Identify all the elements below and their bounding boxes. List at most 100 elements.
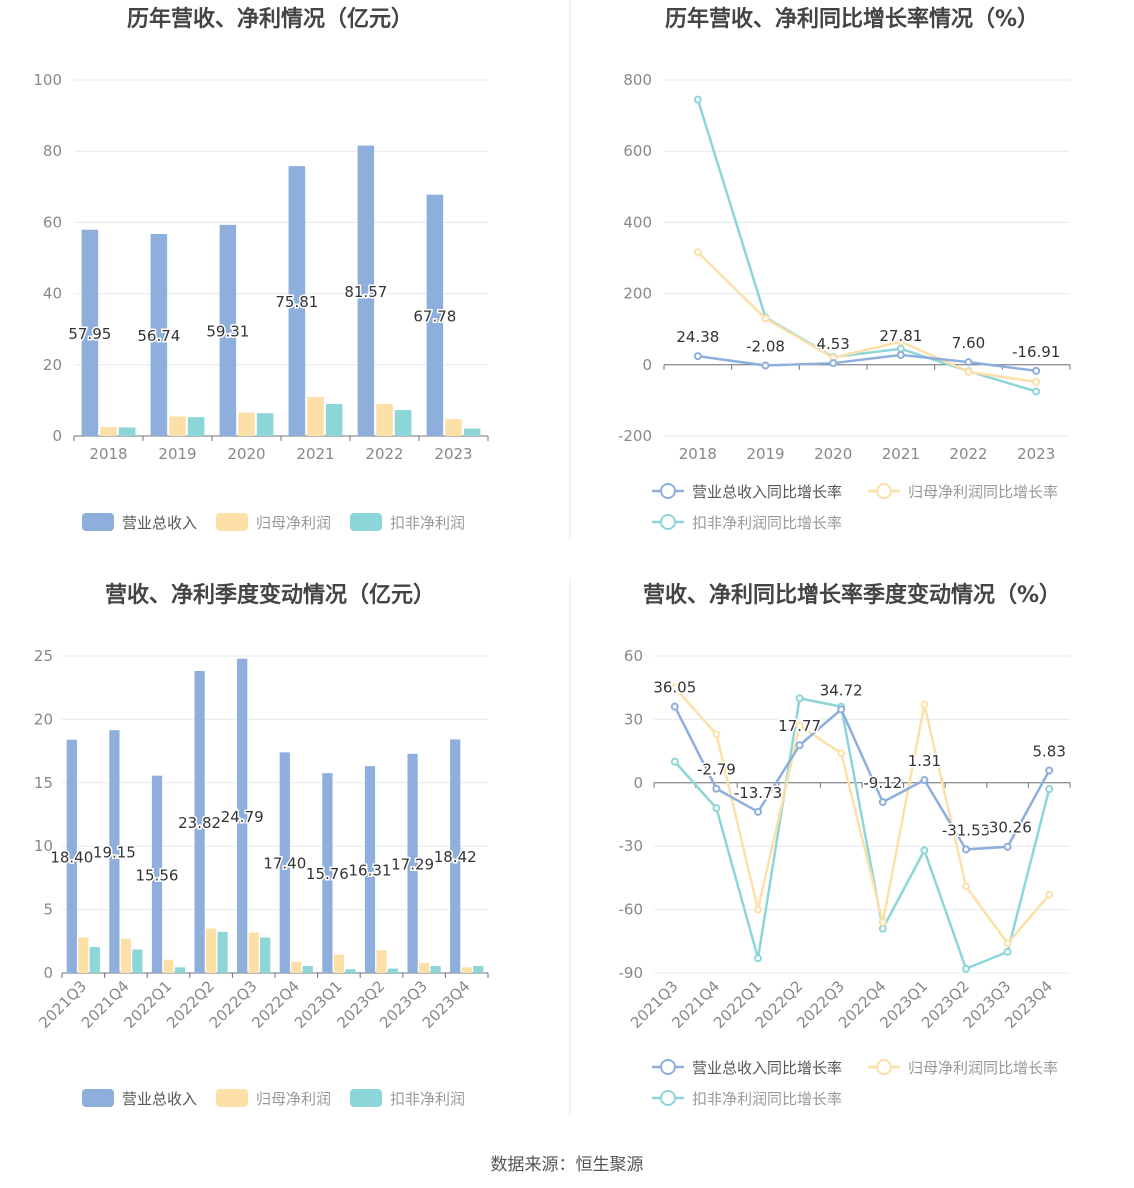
bar-net-profit [248,932,259,973]
data-point [754,954,762,963]
data-label: 17.40 [263,855,306,873]
legend-marker[interactable] [660,514,676,530]
legend-swatch[interactable] [216,513,248,531]
legend-marker[interactable] [660,1090,676,1106]
legend-label[interactable]: 营业总收入同比增长率 [692,483,842,501]
data-label: -9.12 [863,774,902,792]
legend-label[interactable]: 归母净利润 [256,1090,331,1108]
legend-label[interactable]: 扣非净利润同比增长率 [692,1090,842,1108]
legend-label[interactable]: 扣非净利润同比增长率 [692,514,842,532]
x-tick-label: 2022 [949,445,987,463]
data-point [1045,766,1054,775]
y-tick-label: 5 [43,901,53,919]
data-point [693,352,702,361]
y-tick-label: -90 [619,964,644,982]
y-tick-label: 20 [43,356,62,374]
legend-swatch[interactable] [216,1089,248,1107]
data-point [761,314,770,323]
bar-deducted-profit [430,966,441,973]
data-point [878,924,887,933]
y-tick-label: 800 [623,71,652,89]
legend-label[interactable]: 扣非净利润 [390,514,465,532]
data-point [712,804,721,813]
legend-swatch[interactable] [82,1089,114,1107]
series-line-revenue-growth [697,353,1037,373]
bar-revenue [109,730,120,973]
legend-swatch[interactable] [82,513,114,531]
data-point [670,683,679,692]
data-label: 4.53 [816,335,849,353]
legend-label[interactable]: 归母净利润同比增长率 [908,483,1058,501]
data-point [1032,377,1041,386]
data-label: 18.40 [50,848,93,866]
data-point [754,905,762,914]
data-label: 7.60 [952,334,985,352]
data-label: -13.73 [734,784,782,802]
chart-title: 营收、净利同比增长率季度变动情况（%） [643,582,1061,608]
bar-revenue [426,194,444,436]
x-tick-label: 2020 [814,445,852,463]
chart-title: 历年营收、净利情况（亿元） [127,6,413,32]
bar-deducted-profit [345,969,356,973]
y-tick-label: 0 [642,356,652,374]
data-label: 81.57 [344,283,387,301]
bar-revenue [150,234,168,436]
y-tick-label: 25 [34,647,53,665]
data-point [829,359,838,368]
data-point [962,964,970,973]
bar-deducted-profit [463,428,481,436]
data-label: 15.76 [306,865,349,883]
legend-swatch[interactable] [350,513,382,531]
bar-revenue [407,753,418,973]
data-label: 17.77 [778,717,821,735]
data-label: -30.26 [983,819,1031,837]
bar-deducted-profit [217,931,228,973]
bar-deducted-profit [256,413,274,436]
data-point [878,918,887,927]
legend-label[interactable]: 营业总收入 [122,514,197,532]
data-label: 23.82 [178,814,221,832]
legend-marker[interactable] [876,483,892,499]
legend-label[interactable]: 归母净利润 [256,514,331,532]
legend-label[interactable]: 营业总收入 [122,1090,197,1108]
data-label: 15.56 [136,866,179,884]
legend-marker[interactable] [660,1059,676,1075]
bar-net-profit [163,959,174,973]
data-point [712,784,721,793]
legend-marker[interactable] [876,1059,892,1075]
data-label: -16.91 [1012,343,1060,361]
data-point [712,730,721,739]
bar-net-profit [291,961,302,973]
data-point [693,248,702,257]
legend-label[interactable]: 扣非净利润 [390,1090,465,1108]
legend-label[interactable]: 归母净利润同比增长率 [908,1059,1058,1077]
data-point [1032,387,1041,396]
data-label: -2.79 [697,761,736,779]
y-tick-label: 200 [623,285,652,303]
bar-net-profit [418,962,430,973]
x-tick-label: 2021 [296,445,334,463]
data-label: 36.05 [653,679,696,697]
data-point [964,367,973,376]
bar-deducted-profit [89,947,100,973]
x-tick-label: 2023Q4 [419,977,474,1032]
legend-marker[interactable] [660,483,676,499]
bar-revenue [237,658,248,973]
bar-deducted-profit [187,417,205,436]
data-label: 27.81 [879,327,922,345]
legend-swatch[interactable] [350,1089,382,1107]
data-point [795,694,804,703]
data-point [1032,366,1041,375]
series-line-net-profit-growth [696,251,1037,384]
x-tick-label: 2018 [679,445,717,463]
chart-annual-growth-rate: 历年营收、净利同比增长率情况（%） -200 0 200 400 600 800 2018 20… [618,6,1071,532]
legend-label[interactable]: 营业总收入同比增长率 [692,1059,842,1077]
bar-deducted-profit [118,427,136,436]
data-point [754,807,762,816]
bar-net-profit [78,937,89,973]
data-point [920,700,929,709]
chart-title: 历年营收、净利同比增长率情况（%） [665,6,1039,32]
bar-revenue [194,670,205,973]
y-tick-label: -30 [619,837,644,855]
